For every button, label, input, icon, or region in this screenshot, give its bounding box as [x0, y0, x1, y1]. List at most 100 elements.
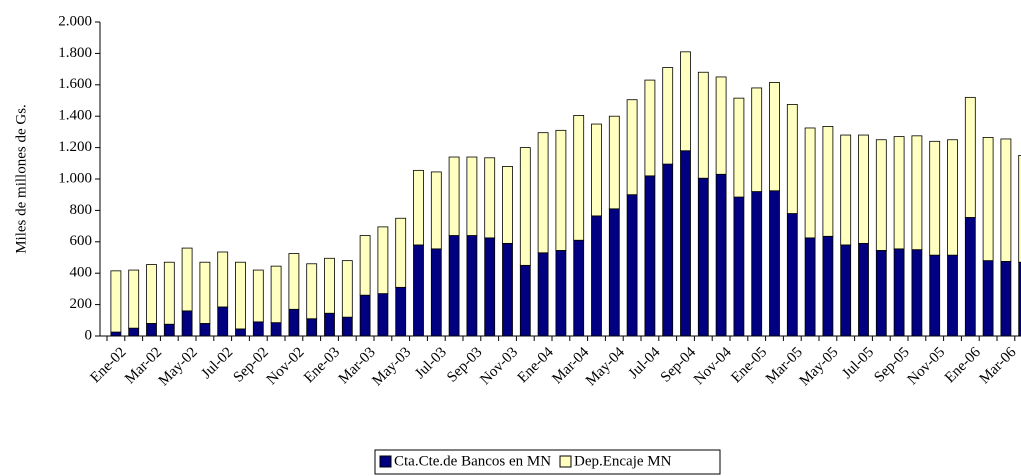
legend-label: Cta.Cte.de Bancos en MN [394, 453, 551, 469]
y-tick-label: 2.000 [58, 13, 92, 29]
legend [374, 449, 721, 475]
x-tick-label: Ene-02 [88, 344, 130, 386]
y-tick-label: 400 [70, 265, 93, 281]
bar-segment [484, 237, 496, 337]
bar-segment [608, 115, 620, 210]
x-tick-label: May-04 [583, 344, 628, 389]
bar-segment [875, 250, 887, 337]
bar-segment [929, 140, 941, 256]
x-tick-label: Ene-04 [515, 344, 557, 386]
bar-segment [217, 306, 229, 337]
bar-segment [662, 163, 674, 337]
bar-segment [306, 318, 318, 337]
bar-segment [359, 294, 371, 337]
x-tick-label: May-02 [156, 344, 201, 389]
bar-segment [163, 261, 175, 325]
bar-segment [430, 171, 442, 250]
bar-segment [893, 248, 905, 337]
x-tick-label: Jul-04 [626, 344, 664, 382]
bar-segment [235, 328, 246, 337]
bar-segment [324, 312, 335, 337]
bar-segment [181, 310, 193, 337]
legend-swatch [559, 455, 572, 468]
bar-segment [822, 126, 834, 237]
bar-segment [893, 136, 905, 250]
bar-segment [199, 261, 211, 324]
bar-segment [786, 213, 798, 337]
bar-segment [733, 196, 745, 337]
bar-segment [680, 51, 691, 152]
bar-segment [466, 235, 478, 337]
bar-segment [146, 323, 157, 337]
bar-segment [235, 261, 246, 330]
bar-segment [502, 166, 513, 244]
bar-segment [697, 71, 709, 179]
bar-segment [163, 323, 175, 337]
y-tick-label: 800 [70, 202, 93, 218]
bar-segment [733, 97, 745, 198]
y-tick-label: 1.000 [58, 170, 92, 186]
x-tick-label: Nov-05 [905, 344, 949, 388]
legend-label: Dep.Encaje MN [574, 453, 672, 469]
bar-segment [751, 87, 763, 192]
bar-segment [502, 242, 513, 337]
x-tick-label: May-05 [797, 344, 842, 389]
y-tick-label: 1.800 [58, 45, 92, 61]
bar-segment [537, 132, 549, 254]
bar-segment [626, 194, 638, 337]
bar-segment [822, 235, 834, 337]
bar-segment [413, 244, 424, 337]
bar-segment [626, 99, 638, 196]
bar-segment [875, 139, 887, 251]
bar-segment [573, 115, 585, 241]
bar-segment [395, 286, 407, 337]
y-tick-label: 1.400 [58, 108, 92, 124]
x-tick-label: Nov-03 [477, 344, 521, 388]
x-tick-label: Ene-03 [301, 344, 343, 386]
bar-segment [769, 190, 780, 337]
bar-segment [662, 67, 674, 165]
bar-segment [181, 247, 193, 312]
y-tick-label: 0 [85, 327, 93, 343]
y-tick-label: 600 [70, 233, 93, 249]
bar-segment [644, 79, 656, 177]
x-tick-label: Nov-04 [691, 344, 735, 388]
bar-segment [395, 217, 407, 288]
bar-segment [982, 260, 994, 337]
bar-segment [840, 244, 852, 337]
bar-segment [573, 239, 585, 337]
y-tick-label: 200 [70, 296, 93, 312]
x-tick-label: Jul-02 [198, 344, 236, 382]
y-axis-label: Miles de millones de Gs. [13, 104, 29, 254]
bar-segment [715, 76, 727, 175]
bar-segment [1018, 261, 1021, 337]
bar-segment [804, 127, 816, 239]
bar-segment [947, 254, 958, 337]
bar-segment [804, 237, 816, 337]
bar-segment [341, 260, 353, 318]
x-tick-label: Ene-06 [942, 344, 984, 386]
bar-segment [555, 250, 567, 337]
x-tick-label: Jul-03 [412, 344, 450, 382]
bar-segment [982, 136, 994, 262]
bar-segment [840, 134, 852, 246]
bar-segment [964, 217, 976, 337]
bar-segment [519, 147, 531, 266]
bar-segment [608, 208, 620, 337]
bar-segment [413, 169, 424, 246]
bar-segment [947, 139, 958, 256]
bar-segment [270, 322, 282, 337]
bar-segment [769, 82, 780, 192]
bar-segment [288, 308, 300, 337]
bar-segment [786, 104, 798, 214]
bar-segment [858, 134, 869, 244]
bar-segment [537, 252, 549, 337]
bar-segment [715, 173, 727, 337]
bar-segment [644, 175, 656, 337]
bar-segment [110, 331, 122, 337]
bar-segment [359, 235, 371, 296]
bar-segment [430, 248, 442, 337]
bar-segment [929, 254, 941, 337]
x-tick-label: Mar-06 [977, 344, 1020, 387]
